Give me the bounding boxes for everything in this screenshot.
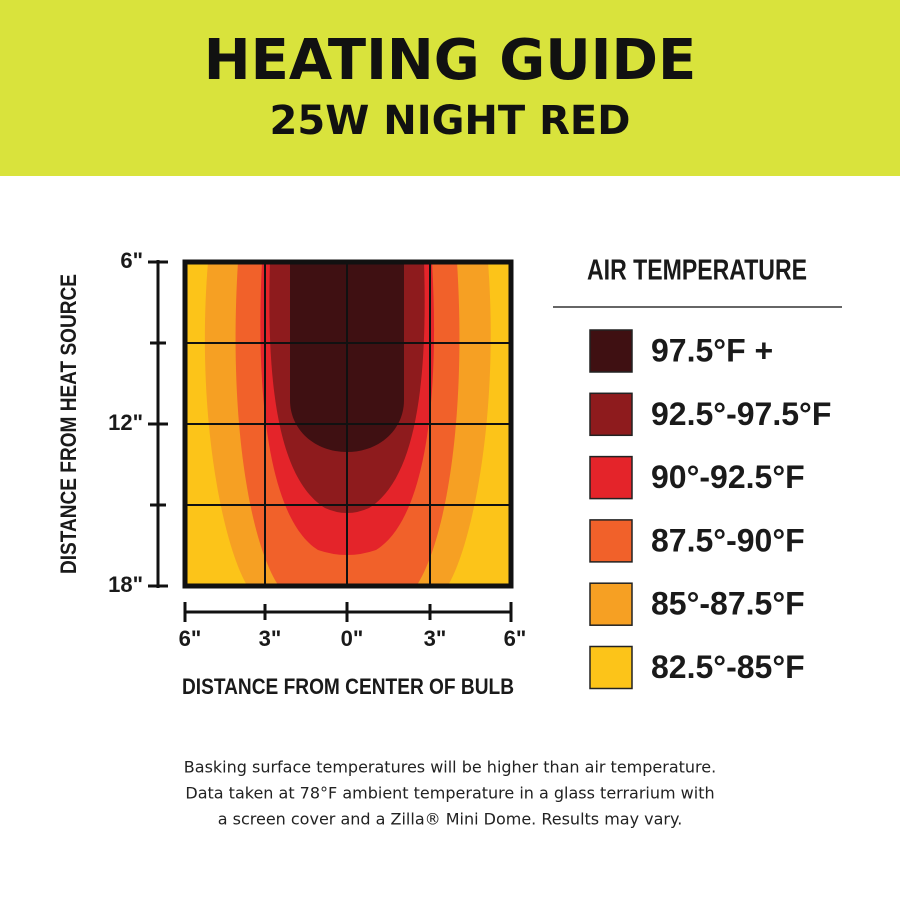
legend-title: AIR TEMPERATURE: [587, 255, 807, 287]
legend-swatch: [589, 519, 633, 563]
legend-label: 87.5°-90°F: [651, 522, 805, 558]
footnote-line: Data taken at 78°F ambient temperature i…: [185, 784, 714, 803]
y-tick-label: 12": [108, 410, 143, 435]
y-axis: [148, 260, 168, 588]
subtitle: 25W NIGHT RED: [270, 98, 631, 144]
y-axis-label: DISTANCE FROM HEAT SOURCE: [56, 274, 81, 574]
footnote-line: a screen cover and a Zilla® Mini Dome. R…: [218, 810, 683, 829]
y-tick-label: 18": [108, 572, 143, 597]
x-tick-label: 3": [259, 626, 282, 651]
legend-swatch: [589, 645, 633, 690]
plot-border: [182, 259, 514, 589]
legend-label: 85°-87.5°F: [651, 586, 805, 622]
title: HEATING GUIDE: [204, 28, 697, 93]
x-tick-label: 6": [179, 626, 202, 651]
x-tick-label: 6": [504, 626, 527, 651]
legend-label: 92.5°-97.5°F: [651, 396, 831, 432]
legend-label: 97.5°F +: [651, 332, 773, 368]
legend-swatch: [589, 582, 633, 626]
header-band: [0, 0, 900, 176]
x-tick-label: 3": [424, 626, 447, 651]
legend: 97.5°F + 92.5°-97.5°F 90°-92.5°F 87.5°-90°F…: [589, 329, 831, 690]
y-tick-label: 6": [120, 248, 143, 273]
x-axis: [183, 602, 513, 622]
legend-swatch: [589, 392, 633, 437]
footnote-line: Basking surface temperatures will be hig…: [184, 758, 716, 777]
legend-swatch: [589, 329, 633, 373]
x-tick-label: 0": [341, 626, 364, 651]
legend-label: 90°-92.5°F: [651, 459, 805, 495]
legend-swatch: [589, 455, 633, 500]
grid: [185, 262, 511, 586]
legend-label: 82.5°-85°F: [651, 649, 805, 685]
x-axis-label: DISTANCE FROM CENTER OF BULB: [182, 674, 514, 699]
